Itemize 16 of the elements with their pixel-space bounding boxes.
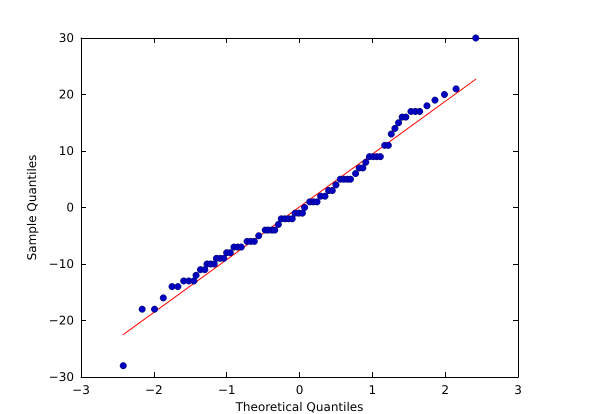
x-tick-label: −3 xyxy=(72,383,90,397)
y-axis-title: Sample Quantiles xyxy=(24,154,39,260)
y-tick-label: −10 xyxy=(48,257,74,271)
x-tick-label: 0 xyxy=(296,383,304,397)
y-tick-label: 10 xyxy=(58,144,74,158)
x-tick-label: 1 xyxy=(368,383,376,397)
y-tick-label: 30 xyxy=(58,31,74,45)
x-tick-label: −1 xyxy=(218,383,236,397)
x-axis-title: Theoretical Quantiles xyxy=(234,400,364,414)
y-tick-label: 0 xyxy=(66,200,74,214)
x-tick-label: 2 xyxy=(441,383,449,397)
y-tick-label: −20 xyxy=(48,314,74,328)
x-tick-label: −2 xyxy=(144,383,163,397)
y-tick-label: 20 xyxy=(58,88,74,102)
y-tick-label: −30 xyxy=(48,370,74,384)
x-tick-label: 3 xyxy=(514,383,522,397)
